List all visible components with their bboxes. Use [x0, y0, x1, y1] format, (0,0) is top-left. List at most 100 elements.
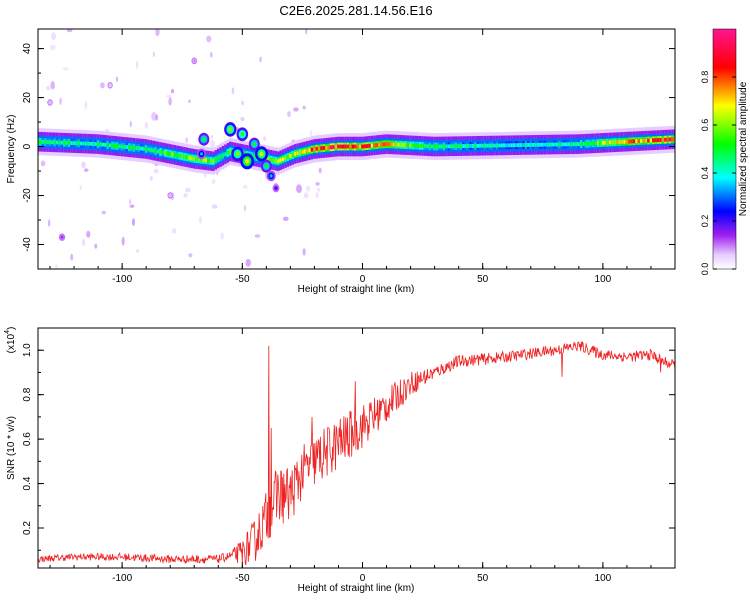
spectrogram-blob	[109, 84, 111, 87]
snr-y-scale-label: (x104)	[4, 327, 17, 354]
spectrogram-ridge-cell	[560, 142, 564, 147]
spectrogram-ridge-cell	[164, 150, 167, 155]
spectrogram-speckle	[210, 134, 214, 139]
spectrogram-speckle	[245, 259, 251, 267]
spectrogram-speckle	[210, 139, 215, 149]
spectrogram-ridge-cell	[433, 144, 437, 149]
spectrogram-ridge-cell	[192, 156, 196, 161]
spectrogram-ridge-cell	[608, 140, 612, 145]
spectrogram-ridge-cell	[101, 142, 105, 147]
spectrogram-ridge-cell	[212, 159, 215, 164]
spectrogram-ridge-cell	[171, 152, 175, 157]
spectrogram-ridge-cell	[589, 141, 593, 146]
spectrogram-ridge-cell	[329, 145, 333, 150]
spectrogram-ridge-cell	[438, 144, 441, 149]
spectrogram-speckle	[59, 97, 62, 106]
spectrogram-speckle	[50, 80, 55, 90]
colorbar-label: Normalized spectral amplitude	[738, 81, 749, 216]
spectrogram-speckle	[129, 120, 132, 128]
spectrogram-speckle	[211, 204, 218, 209]
spectrogram-ridge-cell	[613, 140, 617, 145]
spectrogram-x-axis-label: Height of straight line (km)	[298, 284, 415, 295]
spectrogram-ridge-cell	[512, 143, 516, 148]
snr-y-tick-label: 0.4	[22, 476, 33, 490]
spectrogram-ridge-cell	[183, 154, 187, 159]
snr-x-tick-label: -100	[112, 573, 132, 584]
spectrogram-speckle	[209, 51, 213, 58]
spectrogram-ridge-cell	[226, 150, 230, 155]
spectrogram-speckle	[302, 105, 306, 110]
spectrogram-ridge-cell	[390, 142, 393, 147]
spectrogram-speckle	[242, 184, 248, 189]
spectrogram-ridge-cell	[298, 150, 302, 155]
spectrogram-speckle	[220, 232, 225, 240]
spectrogram-ridge-cell	[152, 148, 155, 153]
spectrogram-ridge-cell	[113, 143, 117, 148]
spectrogram-ridge-cell	[623, 139, 627, 144]
spectrogram-y-tick-label: -40	[22, 237, 33, 252]
spectrogram-ridge-cell	[478, 143, 482, 148]
spectrogram-ridge-cell	[380, 142, 384, 147]
spectrogram-speckle	[315, 191, 319, 199]
spectrogram-ridge-cell	[462, 144, 465, 149]
spectrogram-speckle	[166, 94, 172, 98]
snr-x-tick-label: 0	[360, 573, 366, 584]
spectrogram-ridge-cell	[216, 156, 220, 161]
spectrogram-speckle	[66, 29, 73, 33]
spectrogram-ridge-cell	[435, 144, 439, 149]
spectrogram-ridge-cell	[272, 158, 276, 163]
spectrogram-ridge-cell	[375, 143, 379, 148]
spectrogram-ridge-cell	[404, 143, 408, 148]
spectrogram-ridge-cell	[647, 138, 651, 143]
spectrogram-ridge-cell	[135, 146, 139, 150]
spectrogram-ridge-cell	[293, 151, 297, 156]
spectrogram-speckle	[243, 204, 247, 212]
spectrogram-ridge-cell	[382, 142, 386, 147]
colorbar-ticks: 0.0 0.2 0.4 0.6 0.8	[700, 71, 736, 275]
spectrogram-ridge-cell	[625, 139, 629, 144]
spectrogram-ridge-cell	[430, 144, 434, 149]
colorbar: 0.0 0.2 0.4 0.6 0.8 Normalized spectral ampl…	[700, 28, 749, 275]
figure-title: C2E6.2025.281.14.56.E16	[279, 3, 432, 18]
spectrogram-ridge-cell	[567, 142, 571, 147]
spectrogram-speckle	[144, 121, 149, 130]
spectrogram-ridge-cell	[664, 137, 667, 142]
spectrogram-ridge-cell	[142, 146, 146, 151]
spectrogram-ridge-cell	[94, 142, 98, 146]
spectrogram-ridge-cell	[60, 140, 64, 145]
spectrogram-ridge-cell	[289, 154, 292, 158]
spectrogram-ridge-cell	[368, 143, 372, 148]
spectrogram-ridge-cell	[224, 152, 227, 157]
spectrogram-ridge-cell	[195, 157, 199, 162]
spectrogram-y-tick-label: 0	[22, 143, 33, 149]
spectrogram-speckle	[302, 248, 306, 256]
snr-y-tick-label: 1.0	[22, 343, 33, 357]
spectrogram-ridge-cell	[498, 143, 502, 148]
spectrogram-ridge-cell	[601, 140, 605, 145]
spectrogram-speckle	[121, 236, 125, 246]
spectrogram-ridge-cell	[308, 148, 312, 153]
spectrogram-speckle	[315, 182, 320, 186]
spectrogram-ridge-cell	[543, 142, 547, 147]
spectrogram-blob	[235, 151, 240, 157]
spectrogram-ridge-cell	[46, 140, 50, 145]
spectrogram-ridge-cell	[507, 143, 511, 148]
spectrogram-ridge-cell	[303, 149, 307, 154]
spectrogram-speckle	[79, 185, 82, 190]
spectrogram-ridge-cell	[156, 149, 160, 154]
spectrogram-ridge-cell	[197, 157, 201, 162]
spectrogram-ridge-cell	[459, 144, 463, 149]
spectrogram-ridge-cell	[642, 138, 646, 143]
snr-y-scale-exponent: 4	[4, 330, 11, 334]
spectrogram-ridge-cell	[519, 143, 523, 148]
spectrogram-ridge-cell	[517, 143, 521, 148]
spectrogram-ridge-cell	[178, 153, 182, 158]
spectrogram-ridge-cell	[147, 147, 151, 152]
spectrogram-ridge-cell	[495, 143, 499, 148]
spectrogram-speckle	[211, 178, 216, 185]
spectrogram-plot-area	[38, 29, 675, 269]
spectrogram-ridge-cell	[58, 140, 62, 145]
spectrogram-ridge-cell	[515, 143, 518, 148]
spectrogram-ridge-cell	[442, 144, 446, 149]
spectrogram-ridge-cell	[296, 151, 300, 156]
